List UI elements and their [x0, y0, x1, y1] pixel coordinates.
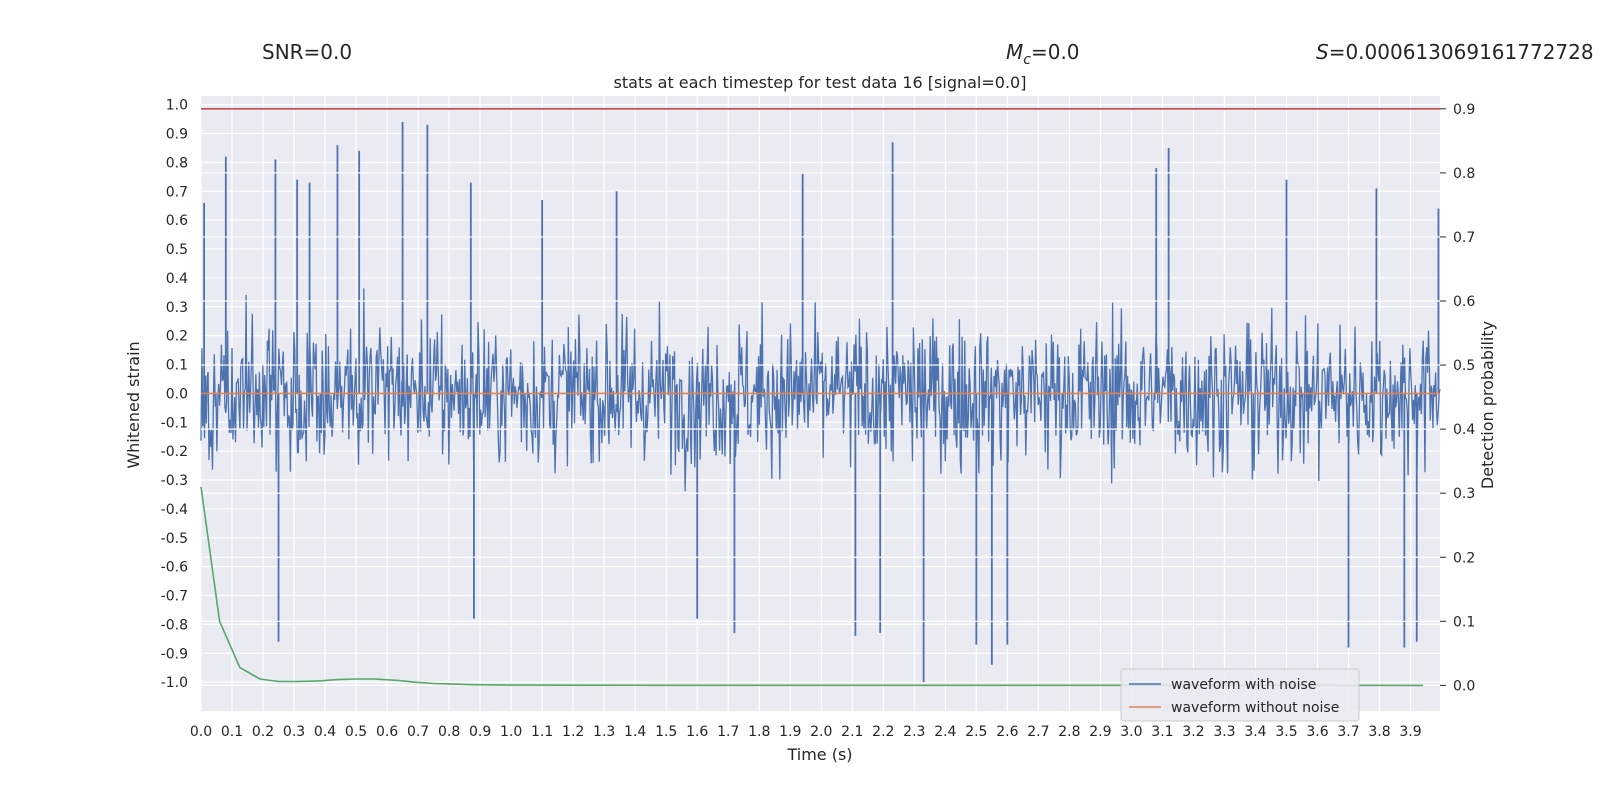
x-tick-label: 1.7	[717, 724, 739, 740]
x-tick-label: 2.0	[810, 724, 832, 740]
y-tick-label: 1.0	[166, 98, 188, 114]
right-y-tick-label: 0.7	[1453, 230, 1475, 246]
x-tick-label: 2.6	[996, 724, 1018, 740]
chirp-mass-symbol: M	[1006, 40, 1024, 64]
right-y-tick-label: 0.6	[1453, 294, 1475, 310]
y-tick-label: 0.4	[166, 271, 188, 287]
y-tick-label: 0.1	[166, 358, 188, 374]
snr-label: SNR=0.0	[262, 40, 353, 64]
x-tick-label: 2.2	[872, 724, 894, 740]
y-tick-label: 0.7	[166, 184, 188, 200]
x-tick-label: 3.8	[1368, 724, 1390, 740]
right-y-tick-label: 0.3	[1453, 486, 1475, 502]
y-tick-label: 0.6	[166, 213, 188, 229]
y-tick-label: 0.5	[166, 242, 188, 258]
right-y-tick-label: 0.4	[1453, 422, 1475, 438]
x-tick-label: 1.2	[562, 724, 584, 740]
x-tick-label: 1.8	[748, 724, 770, 740]
y-tick-label: -0.5	[161, 531, 188, 547]
x-axis-label: Time (s)	[786, 745, 852, 764]
y-tick-label: -0.6	[161, 560, 188, 576]
chirp-mass-value: =0.0	[1030, 40, 1080, 64]
right-y-tick-label: 0.9	[1453, 102, 1475, 118]
x-tick-label: 0.0	[190, 724, 212, 740]
x-tick-label: 2.4	[934, 724, 956, 740]
series-detection-probability	[200, 486, 1423, 687]
y-tick-label: -0.4	[161, 502, 188, 518]
y-tick-label: -0.9	[161, 646, 188, 662]
x-tick-label: 2.5	[965, 724, 987, 740]
chart-title: stats at each timestep for test data 16 …	[614, 73, 1027, 92]
x-tick-label: 3.7	[1337, 724, 1359, 740]
x-tick-label: 1.0	[500, 724, 522, 740]
x-tick-label: 3.4	[1244, 724, 1266, 740]
y-tick-label: 0.9	[166, 127, 188, 143]
x-tick-label: 3.6	[1306, 724, 1328, 740]
right-y-tick-label: 0.8	[1453, 166, 1475, 182]
x-tick-label: 0.6	[376, 724, 398, 740]
y-tick-label: 0.3	[166, 300, 188, 316]
x-tick-label: 1.9	[779, 724, 801, 740]
x-tick-label: 0.3	[283, 724, 305, 740]
chirp-mass-subscript: c	[1023, 52, 1031, 68]
x-tick-label: 0.2	[252, 724, 274, 740]
x-tick-label: 0.4	[314, 724, 336, 740]
y-tick-label: 0.0	[166, 386, 188, 402]
s-statistic-value: =0.000613069161772728	[1328, 40, 1594, 64]
y-tick-label: -0.2	[161, 444, 188, 460]
legend-label: waveform with noise	[1171, 677, 1316, 693]
y-tick-label: -0.7	[161, 589, 188, 605]
legend-box	[1120, 668, 1360, 722]
right-y-tick-label: 0.5	[1453, 358, 1475, 374]
x-tick-label: 2.1	[841, 724, 863, 740]
chirp-mass-label: Mc=0.0	[1006, 40, 1080, 68]
y-axis-label: Whitened strain	[124, 341, 143, 468]
x-tick-label: 1.6	[686, 724, 708, 740]
x-tick-label: 1.1	[531, 724, 553, 740]
x-tick-label: 1.5	[655, 724, 677, 740]
right-y-tick-label: 0.2	[1453, 550, 1475, 566]
y-tick-label: -1.0	[161, 675, 188, 691]
legend-label: waveform without noise	[1171, 700, 1339, 716]
x-tick-label: 2.8	[1058, 724, 1080, 740]
y-tick-label: -0.8	[161, 617, 188, 633]
x-tick-label: 0.8	[438, 724, 460, 740]
s-statistic-symbol: S	[1316, 40, 1329, 64]
y-tick-label: 0.2	[166, 329, 188, 345]
x-tick-label: 1.3	[593, 724, 615, 740]
x-tick-label: 3.5	[1275, 724, 1297, 740]
x-tick-label: 0.7	[407, 724, 429, 740]
y-tick-label: 0.8	[166, 155, 188, 171]
x-tick-label: 3.9	[1399, 724, 1421, 740]
y-tick-label: -0.3	[161, 473, 188, 489]
x-tick-label: 3.3	[1213, 724, 1235, 740]
x-tick-label: 2.9	[1089, 724, 1111, 740]
x-tick-label: 3.0	[1120, 724, 1142, 740]
x-tick-label: 0.5	[345, 724, 367, 740]
s-statistic-label: S=0.000613069161772728	[1316, 40, 1594, 64]
series-waveform-with-noise	[200, 288, 1441, 492]
x-tick-label: 0.9	[469, 724, 491, 740]
legend: waveform with noise waveform without nois…	[1120, 668, 1360, 722]
x-tick-label: 1.4	[624, 724, 646, 740]
x-tick-label: 0.1	[221, 724, 243, 740]
right-y-axis-label: Detection probability	[1478, 321, 1497, 489]
x-tick-label: 3.2	[1182, 724, 1204, 740]
x-tick-label: 2.3	[903, 724, 925, 740]
x-tick-label: 2.7	[1027, 724, 1049, 740]
right-y-tick-label: 0.0	[1453, 678, 1475, 694]
y-tick-label: -0.1	[161, 415, 188, 431]
right-y-tick-label: 0.1	[1453, 614, 1475, 630]
x-tick-label: 3.1	[1151, 724, 1173, 740]
